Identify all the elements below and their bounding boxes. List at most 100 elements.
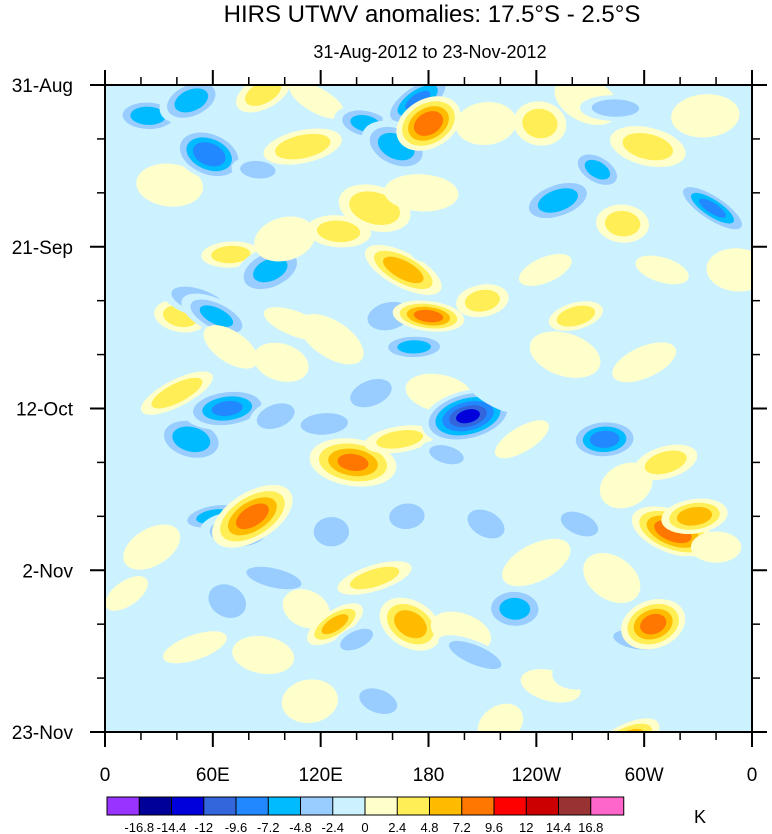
- anomaly-blob: [644, 555, 716, 601]
- y-tick-label: 12-Oct: [16, 400, 74, 421]
- anomaly-blob: [299, 314, 364, 365]
- x-tick-label: 60E: [196, 765, 230, 786]
- anomaly-contour: [676, 506, 713, 526]
- anomaly-contour: [208, 584, 247, 618]
- x-tick-label: 60W: [625, 765, 664, 786]
- x-tick-label: 120W: [512, 765, 562, 786]
- anomaly-contour: [459, 223, 534, 255]
- anomaly-blob: [596, 204, 650, 243]
- colorbar-swatch: [493, 796, 528, 816]
- anomaly-blob: [382, 85, 453, 128]
- colorbar-swatch: [429, 796, 463, 816]
- anomaly-contour: [123, 524, 181, 570]
- anomaly-blob: [183, 387, 271, 430]
- anomaly-contour: [349, 191, 400, 225]
- anomaly-contour: [403, 673, 461, 714]
- colorbar-label: -14.4: [157, 820, 187, 834]
- anomaly-blob: [331, 623, 382, 656]
- anomaly-blob: [426, 553, 481, 588]
- colorbar-swatch: [461, 796, 496, 816]
- anomaly-blob: [548, 301, 603, 331]
- colorbar-swatch: [267, 796, 302, 816]
- anomaly-contour: [699, 198, 726, 218]
- anomaly-contour: [464, 373, 523, 414]
- anomaly-contour: [584, 159, 611, 180]
- y-tick-label: 21-Sep: [12, 238, 73, 259]
- anomaly-blob: [690, 531, 742, 563]
- x-tick-label: 0: [100, 765, 111, 786]
- anomaly-contour: [359, 688, 398, 715]
- anomaly-blob: [502, 538, 571, 587]
- anomaly-blob: [558, 380, 630, 406]
- anomaly-contour: [172, 426, 211, 453]
- chart-title: HIRS UTWV anomalies: 17.5°S - 2.5°S: [224, 1, 641, 28]
- x-axis: 0 60E 120E 180 120W 60W 0: [100, 70, 758, 786]
- anomaly-contour: [397, 340, 431, 354]
- anomaly-blob: [200, 577, 254, 625]
- anomaly-contour: [448, 640, 502, 670]
- anomaly-contour: [136, 163, 204, 207]
- colorbar-label: 12: [519, 820, 533, 834]
- anomaly-contour: [316, 220, 361, 243]
- colorbar: -16.8 -14.4 -12 -9.6 -7.2 -4.8 -2.4 0 2.4 4.8 7.2 9…: [106, 796, 625, 834]
- colorbar-swatch: [300, 796, 334, 816]
- colorbar-swatch: [396, 796, 431, 816]
- anomaly-blob: [420, 440, 473, 470]
- anomaly-contour: [321, 614, 349, 635]
- anomaly-contour: [477, 703, 524, 732]
- colorbar-label: 0: [361, 820, 368, 834]
- anomaly-blob: [235, 562, 313, 594]
- anomaly-contour: [405, 90, 431, 111]
- anomaly-contour: [105, 576, 148, 611]
- anomaly-contour: [246, 566, 302, 590]
- anomaly-blob: [701, 340, 752, 385]
- anomaly-blob: [351, 683, 405, 720]
- anomaly-contour: [282, 589, 330, 629]
- anomaly-contour: [644, 555, 716, 601]
- colorbar-label: -16.8: [124, 820, 154, 834]
- anomaly-blob: [231, 156, 285, 183]
- colorbar-swatch: [558, 796, 592, 816]
- anomaly-contour: [275, 133, 331, 160]
- x-tick-label: 180: [413, 765, 445, 786]
- anomaly-contour: [300, 413, 348, 435]
- anomaly-contour: [413, 309, 444, 323]
- anomaly-contour: [256, 403, 295, 430]
- y-axis: 31-Aug 21-Sep 12-Oct 2-Nov 23-Nov: [12, 76, 767, 744]
- anomaly-contour: [455, 101, 517, 146]
- anomaly-contour: [635, 255, 689, 285]
- colorbar-label: -7.2: [257, 820, 279, 834]
- anomaly-blob: [583, 552, 641, 604]
- anomaly-contour: [211, 400, 243, 417]
- anomaly-blob: [635, 255, 689, 285]
- anomaly-blob: [232, 635, 295, 675]
- anomaly-contour: [467, 509, 505, 539]
- anomaly-contour: [612, 342, 677, 383]
- anomaly-blob: [380, 497, 434, 536]
- anomaly-blob: [173, 127, 245, 181]
- anomaly-blob: [634, 444, 698, 481]
- anomaly-contour: [495, 146, 564, 178]
- anomaly-contour: [604, 210, 641, 237]
- anomaly-blob: [282, 589, 330, 629]
- colorbar-label: 9.6: [485, 820, 503, 834]
- y-tick-label: 2-Nov: [22, 561, 73, 582]
- anomaly-contour: [281, 679, 338, 723]
- colorbar-label: 2.4: [388, 820, 406, 834]
- x-tick-label: 0: [747, 765, 758, 786]
- colorbar-label: 16.8: [578, 820, 603, 834]
- anomaly-blob: [307, 603, 363, 646]
- anomaly-contour: [289, 85, 345, 119]
- anomaly-contour: [667, 300, 715, 332]
- colorbar-swatch: [106, 796, 141, 816]
- anomaly-contour: [464, 289, 500, 312]
- anomaly-blob: [456, 284, 509, 318]
- anomaly-blob: [706, 248, 752, 292]
- anomaly-contour: [349, 566, 400, 590]
- anomaly-blob: [551, 505, 608, 543]
- anomaly-blob: [579, 95, 651, 122]
- anomaly-contour: [318, 262, 381, 309]
- colorbar-label: -12: [194, 820, 213, 834]
- anomaly-blob: [667, 300, 715, 332]
- anomaly-blob: [421, 388, 515, 444]
